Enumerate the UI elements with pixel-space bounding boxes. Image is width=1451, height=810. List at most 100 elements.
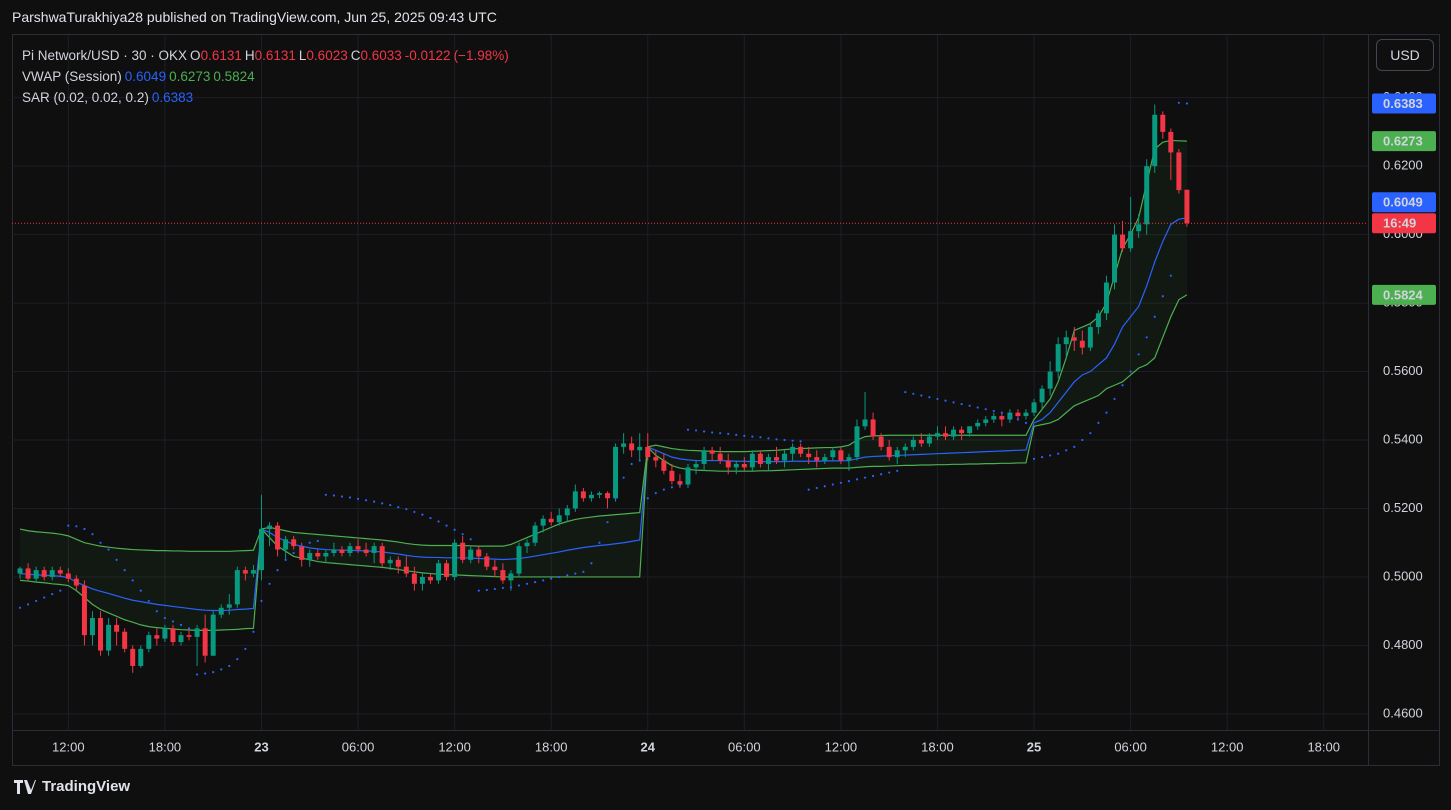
candle-body — [17, 568, 23, 574]
candle-body — [283, 539, 289, 550]
sar-dot — [1177, 101, 1180, 104]
y-tick-label: 0.5000 — [1383, 568, 1423, 583]
candle-body — [951, 429, 957, 437]
candle-body — [910, 440, 916, 447]
candle-body — [1184, 189, 1190, 224]
candle-body — [782, 453, 788, 461]
currency-button[interactable]: USD — [1376, 39, 1434, 71]
candle-body — [669, 470, 675, 482]
ohlc-key: O — [190, 48, 201, 63]
candle-body — [162, 628, 168, 639]
sar-dot — [839, 481, 842, 484]
vwap-tag — [1372, 192, 1436, 213]
candle-body — [1152, 114, 1158, 167]
sar-dot — [743, 434, 746, 438]
candle-body — [114, 624, 120, 632]
sar-dot — [719, 432, 722, 435]
candle-body — [379, 546, 385, 564]
x-tick-label: 12:00 — [52, 739, 85, 754]
candle-body — [621, 443, 627, 447]
candle-body — [25, 568, 31, 579]
sar-dot — [1089, 432, 1092, 435]
sar-dot — [429, 516, 432, 520]
y-tick-label: 0.4800 — [1383, 637, 1423, 652]
candle-body — [1160, 114, 1166, 132]
candle-body — [596, 493, 602, 495]
grid — [12, 35, 1368, 730]
ohlc-value: 0.6131 — [254, 48, 296, 63]
sar-dot — [775, 438, 778, 441]
sar-dot — [1057, 452, 1060, 455]
sar-dot — [654, 491, 657, 495]
candle-body — [999, 416, 1005, 420]
candle-body — [492, 566, 498, 571]
indicator-value: 0.5824 — [213, 69, 255, 84]
x-tick-label: 12:00 — [825, 739, 858, 754]
candle-body — [186, 635, 192, 637]
sar-dot — [976, 406, 979, 409]
candle-body — [894, 450, 900, 458]
sar-dot — [702, 430, 706, 433]
sar-dot — [35, 599, 38, 603]
candle-body — [693, 463, 699, 468]
vwap-band-line — [19, 139, 1187, 552]
sar-dot — [1113, 397, 1116, 401]
candle-body — [572, 491, 578, 509]
sar-dot — [163, 616, 167, 620]
candle-body — [934, 433, 940, 437]
candle-body — [902, 446, 908, 451]
sar-dot — [171, 620, 175, 623]
sar-dot — [686, 428, 690, 431]
candle-body — [484, 556, 490, 567]
vwap-tag-label: 0.6049 — [1383, 195, 1423, 210]
ohlc-value: 0.6023 — [306, 48, 348, 63]
candle-body — [347, 546, 353, 553]
candle-body — [226, 604, 232, 608]
sar-price-tag-label: 0.6383 — [1383, 96, 1423, 111]
candle-body — [540, 518, 546, 526]
candle-body — [1144, 166, 1150, 225]
candle-body — [548, 518, 554, 523]
sar-dot — [566, 574, 569, 577]
sar-dot — [863, 476, 867, 479]
candle-body — [57, 570, 63, 574]
candle-body — [170, 628, 176, 643]
sar-dot — [501, 586, 504, 590]
candle-body — [991, 416, 997, 420]
candle-body — [250, 570, 256, 574]
sar-dot — [904, 390, 907, 394]
indicator-value: 0.6383 — [151, 90, 194, 105]
indicator-name: VWAP (Session) — [22, 69, 122, 84]
sar-dot — [711, 431, 714, 434]
y-tick-label: 0.5200 — [1383, 500, 1423, 515]
sar-dot — [413, 510, 416, 514]
candle-body — [886, 446, 892, 458]
candle-body — [371, 546, 377, 553]
sar-dot — [751, 435, 754, 438]
candle-body — [202, 628, 208, 656]
candle-body — [267, 525, 273, 530]
sar-dot — [1000, 411, 1003, 414]
vwap-line — [19, 217, 1188, 612]
candle-body — [613, 446, 619, 499]
x-tick-label: 06:00 — [728, 739, 761, 754]
sar-dot — [220, 668, 223, 671]
sar-dot — [26, 603, 30, 606]
sar-dot — [944, 399, 947, 402]
candle-body — [436, 563, 442, 581]
sar-dot — [300, 545, 303, 548]
sar-dot — [373, 500, 376, 503]
sar-dot — [131, 579, 134, 582]
change-pct: (−1.98%) — [453, 48, 509, 63]
candle-body — [98, 618, 104, 651]
sar-dot — [252, 630, 255, 633]
price-tags: 0.6383 0.6273 0.6049 16:49 0.5824 — [1372, 93, 1436, 305]
candle-body — [323, 552, 329, 557]
candle-body — [1063, 337, 1069, 345]
candle-body — [242, 570, 248, 574]
candle-body — [49, 570, 55, 577]
indicator-value: 0.6273 — [169, 69, 211, 84]
sar-dot — [928, 396, 931, 399]
sar-dot — [855, 478, 859, 481]
sar-dot — [18, 606, 22, 609]
